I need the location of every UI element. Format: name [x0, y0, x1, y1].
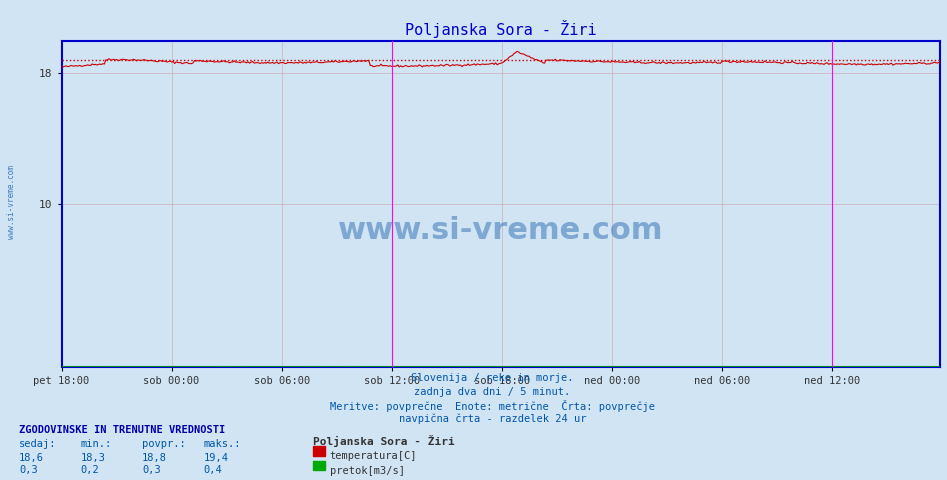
Text: 18,6: 18,6	[19, 453, 44, 463]
Text: Poljanska Sora - Žiri: Poljanska Sora - Žiri	[313, 435, 455, 447]
Text: pretok[m3/s]: pretok[m3/s]	[330, 466, 404, 476]
Text: 0,4: 0,4	[204, 465, 223, 475]
Text: temperatura[C]: temperatura[C]	[330, 451, 417, 461]
Text: zadnja dva dni / 5 minut.: zadnja dva dni / 5 minut.	[415, 387, 570, 397]
Text: 18,8: 18,8	[142, 453, 167, 463]
Text: sedaj:: sedaj:	[19, 439, 57, 449]
Title: Poljanska Sora - Žiri: Poljanska Sora - Žiri	[405, 20, 597, 38]
Text: 0,3: 0,3	[19, 465, 38, 475]
Text: Meritve: povprečne  Enote: metrične  Črta: povprečje: Meritve: povprečne Enote: metrične Črta:…	[330, 400, 655, 412]
Text: 19,4: 19,4	[204, 453, 228, 463]
Text: www.si-vreme.com: www.si-vreme.com	[338, 216, 664, 245]
Text: navpična črta - razdelek 24 ur: navpična črta - razdelek 24 ur	[399, 414, 586, 424]
Text: 0,3: 0,3	[142, 465, 161, 475]
Text: povpr.:: povpr.:	[142, 439, 186, 449]
Text: maks.:: maks.:	[204, 439, 241, 449]
Text: ZGODOVINSKE IN TRENUTNE VREDNOSTI: ZGODOVINSKE IN TRENUTNE VREDNOSTI	[19, 425, 225, 435]
Text: min.:: min.:	[80, 439, 112, 449]
Text: 0,2: 0,2	[80, 465, 99, 475]
Text: www.si-vreme.com: www.si-vreme.com	[7, 165, 16, 239]
Text: Slovenija / reke in morje.: Slovenija / reke in morje.	[411, 373, 574, 384]
Text: 18,3: 18,3	[80, 453, 105, 463]
